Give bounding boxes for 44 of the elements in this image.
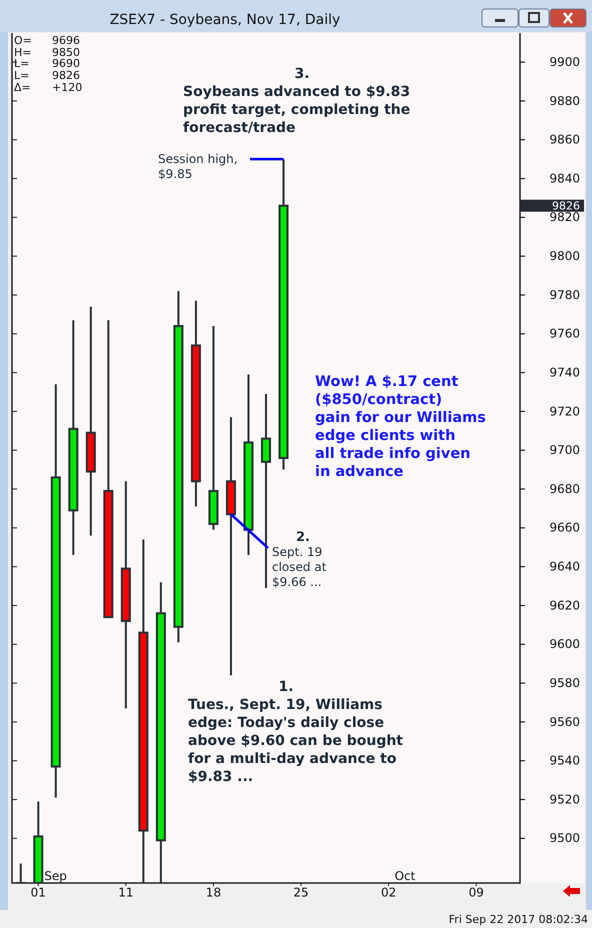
x-tick-label: 09 (468, 886, 484, 900)
text: O= 9696 (14, 34, 80, 47)
chart-title: ZSEX7 - Soybeans, Nov 17, Daily (110, 12, 340, 28)
y-tick-label: 9780 (549, 288, 580, 302)
y-tick-label: 9680 (549, 482, 580, 496)
y-tick-label: 9600 (549, 637, 580, 652)
text: Fri Sep 22 2017 08:02:34 (448, 913, 588, 926)
annotation: Wow! A $.17 cent ($850/contract) gain for our Williams edge clients with all trade info given in advance (315, 374, 486, 480)
y-tick-label: 9540 (549, 754, 580, 768)
y-tick-label: 9820 (549, 210, 580, 224)
y-tick-label: 9520 (549, 792, 580, 806)
annotation: Oct (394, 869, 416, 883)
candlestick (261, 392, 271, 590)
y-tick-label: 9500 (549, 831, 580, 846)
text: H= 9850 (14, 46, 80, 59)
y-tick-label: 9880 (549, 94, 580, 108)
y-tick-label: 9760 (549, 326, 580, 341)
x-tick-label: 11 (118, 886, 134, 900)
annotation: Session high, $9.85 (158, 152, 238, 181)
x-tick-label: 02 (380, 886, 396, 900)
annotation: 9826 (52, 69, 80, 82)
annotation: Sep (44, 869, 67, 883)
x-tick-label: 01 (30, 886, 46, 900)
text: 9826 (552, 200, 580, 213)
y-tick-label: 9700 (549, 443, 580, 458)
x-tick-label: 25 (293, 886, 309, 900)
y-tick-label: 9660 (549, 520, 580, 535)
y-tick-label: 9860 (549, 132, 580, 147)
y-tick-label: 9800 (549, 249, 580, 264)
x-tick-label: 18 (206, 886, 222, 900)
y-tick-label: 9640 (549, 560, 580, 574)
y-tick-label: 9840 (549, 171, 580, 186)
annotation: 2. Sept. 19 closed at $9.66 ... (272, 530, 327, 589)
text: L= 9690 (14, 57, 80, 70)
y-tick-label: 9620 (549, 598, 580, 612)
annotation: 3. Soybeans advanced to $9.83 profit target, completing the forecast/trade (183, 66, 410, 136)
y-tick-label: 9560 (549, 714, 580, 729)
y-tick-label: 9720 (549, 404, 580, 418)
text: Δ= +120 (14, 81, 82, 94)
annotation: 1. Tues., Sept. 19, Williams edge: Today's daily close above $9.60 can be bought for a multi-day advance to $9.83 ... (188, 679, 404, 785)
y-tick-label: 9580 (549, 676, 580, 690)
y-tick-label: 9900 (549, 54, 580, 69)
text: L= (14, 69, 30, 82)
y-tick-label: 9740 (549, 365, 580, 380)
